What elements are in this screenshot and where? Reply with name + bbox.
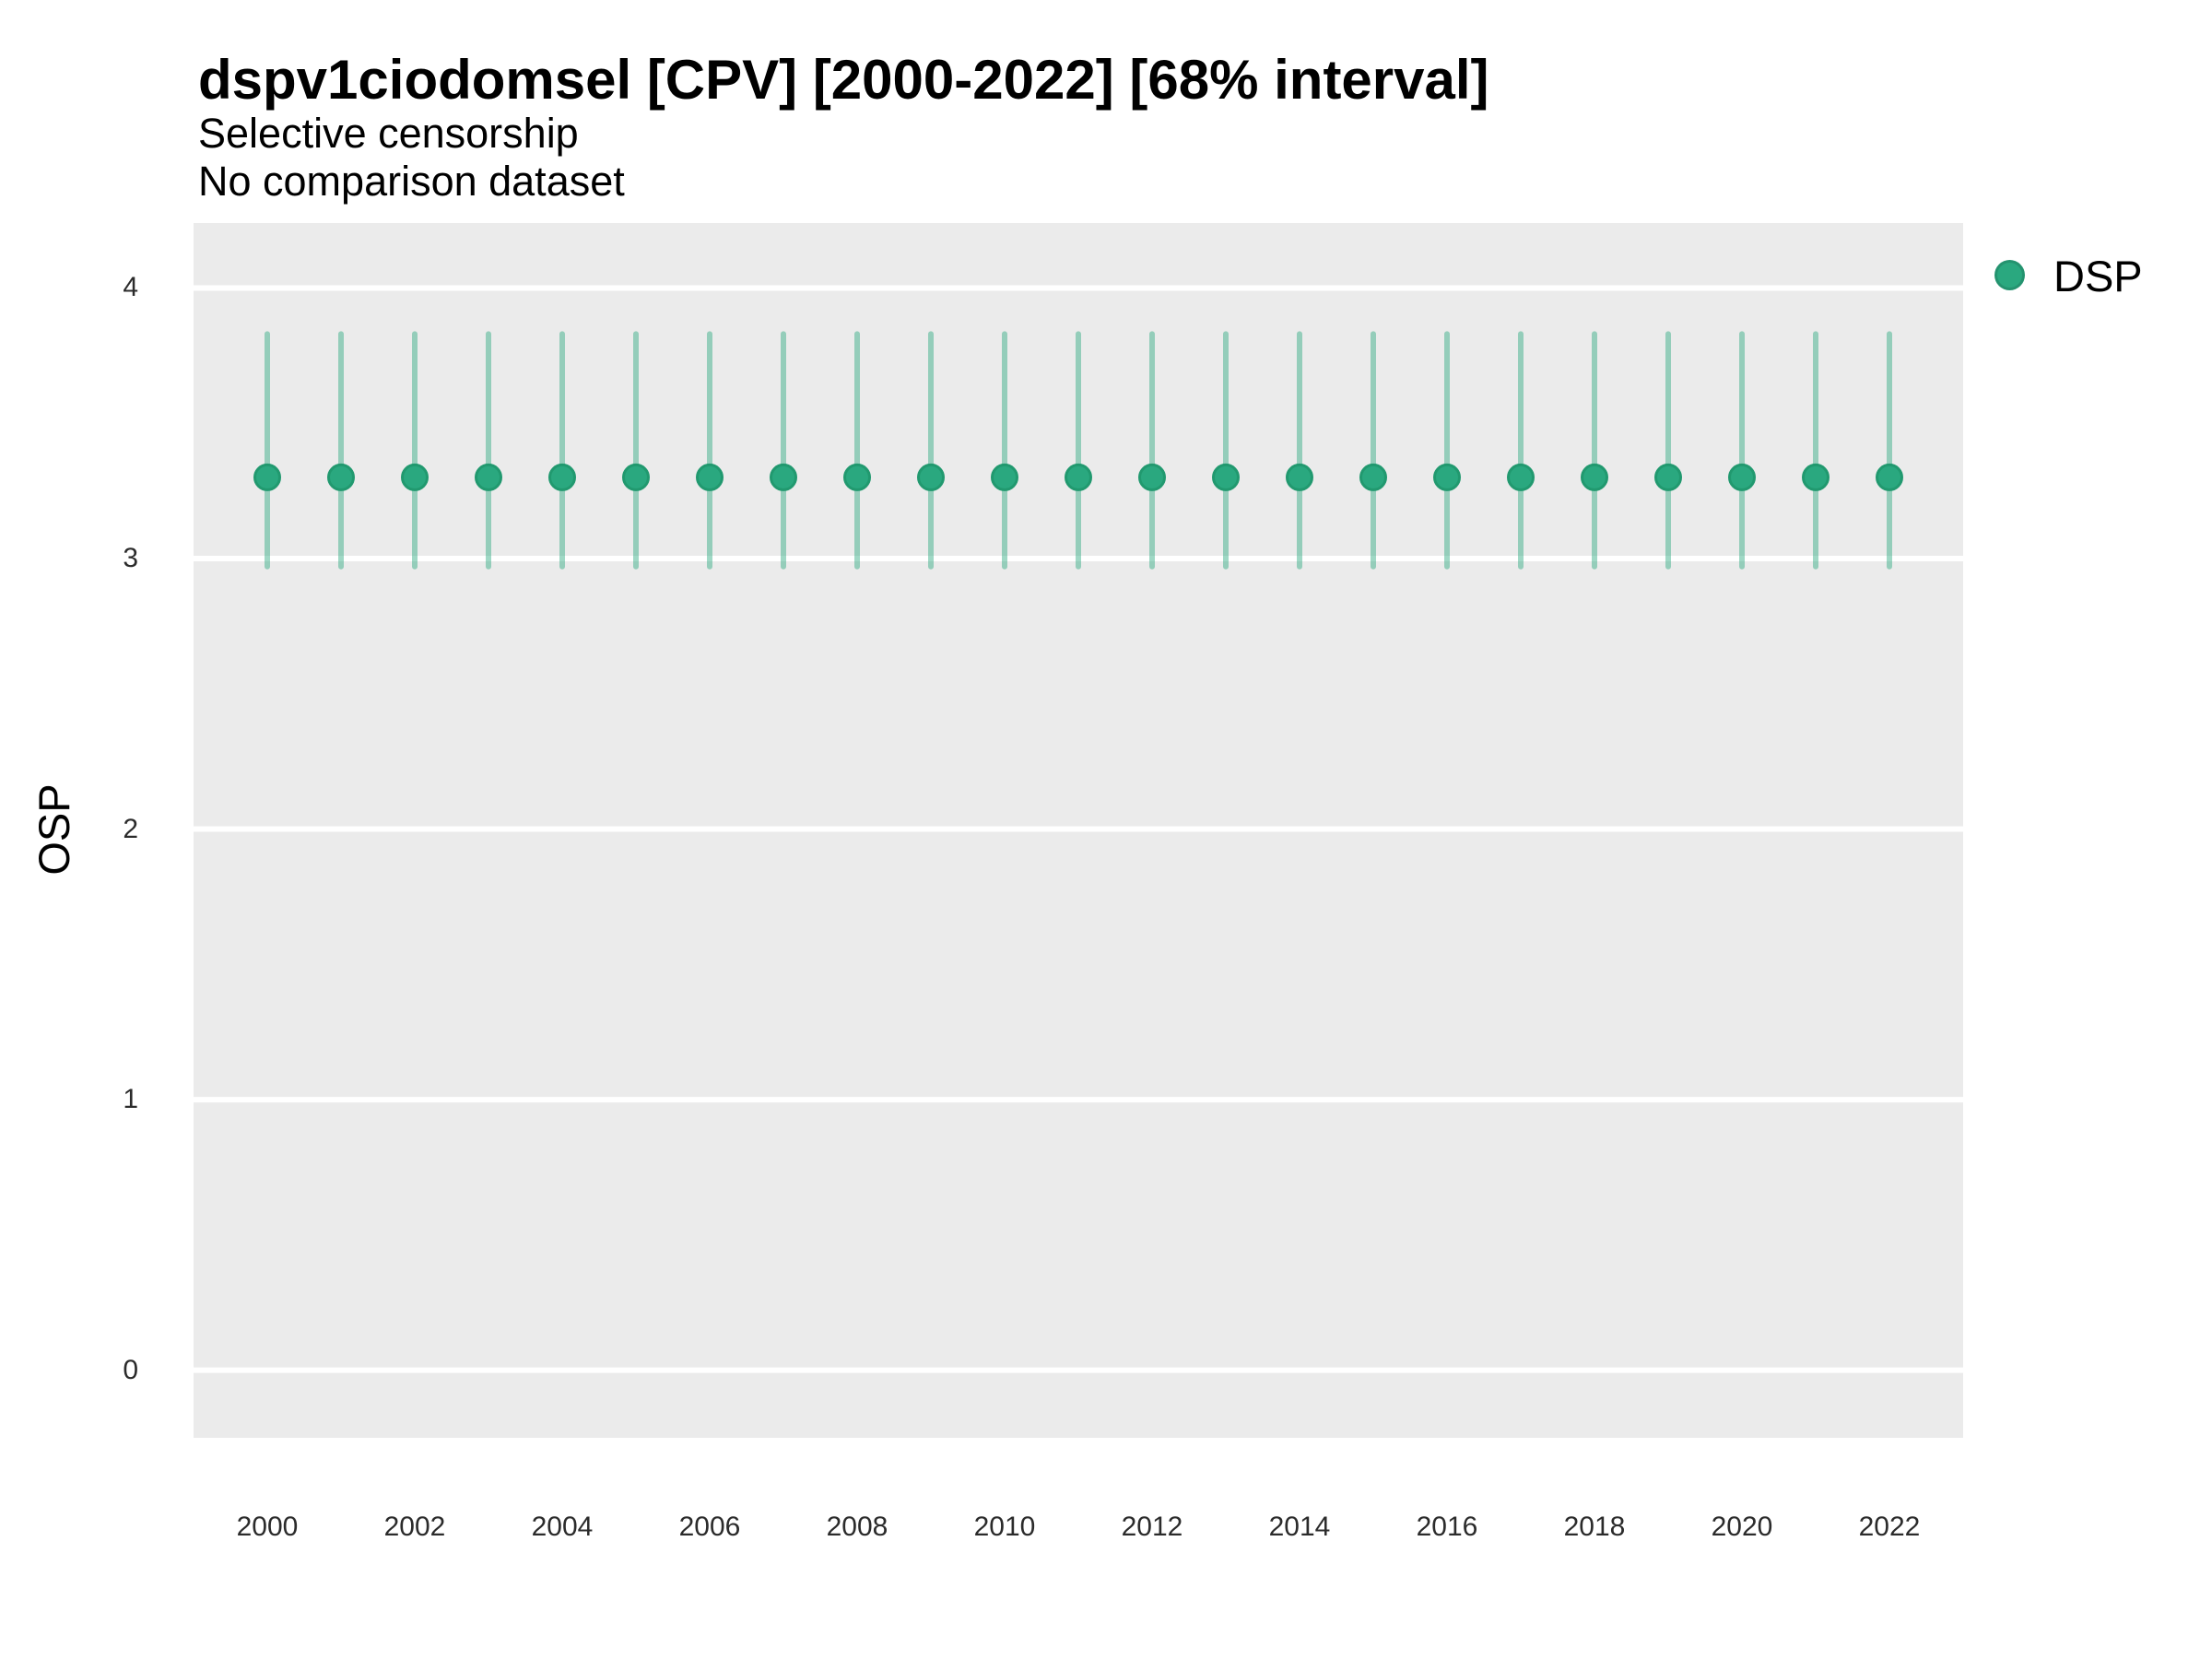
point-DSP-2022	[1876, 463, 1903, 491]
chart-subtitle-2: No comparison dataset	[198, 158, 625, 205]
point-DSP-2021	[1802, 463, 1830, 491]
x-tick-label-2020: 2020	[1711, 1512, 1773, 1542]
point-DSP-2016	[1433, 463, 1461, 491]
point-DSP-2005	[622, 463, 650, 491]
point-DSP-2013	[1212, 463, 1240, 491]
x-tick-label-2006: 2006	[678, 1512, 741, 1542]
point-DSP-2017	[1507, 463, 1535, 491]
x-tick-label-2012: 2012	[1121, 1512, 1183, 1542]
x-tick-label-2014: 2014	[1268, 1512, 1331, 1542]
point-DSP-2019	[1654, 463, 1682, 491]
point-DSP-2011	[1065, 463, 1092, 491]
x-tick-label-2004: 2004	[531, 1512, 594, 1542]
chart-title: dspv1ciodomsel [CPV] [2000-2022] [68% in…	[198, 49, 1489, 111]
y-tick-label-2: 2	[123, 813, 138, 844]
legend: DSP	[1994, 254, 2212, 300]
legend-point-icon	[1994, 260, 2025, 290]
point-DSP-2001	[327, 463, 355, 491]
x-tick-label-2010: 2010	[973, 1512, 1036, 1542]
point-DSP-2014	[1286, 463, 1313, 491]
x-tick-label-2002: 2002	[383, 1512, 446, 1542]
point-DSP-2002	[401, 463, 429, 491]
point-DSP-2007	[770, 463, 797, 491]
y-tick-label-0: 0	[123, 1354, 138, 1385]
x-tick-label-2016: 2016	[1416, 1512, 1478, 1542]
point-DSP-2000	[253, 463, 281, 491]
legend-label-dsp: DSP	[2053, 252, 2143, 300]
chart-canvas	[194, 285, 1963, 1373]
x-tick-label-2008: 2008	[826, 1512, 888, 1542]
x-tick-label-2022: 2022	[1858, 1512, 1921, 1542]
point-DSP-2008	[843, 463, 871, 491]
plot-panel	[194, 223, 1963, 1438]
point-DSP-2009	[917, 463, 945, 491]
y-tick-label-3: 3	[123, 542, 138, 573]
point-DSP-2015	[1359, 463, 1387, 491]
y-tick-label-1: 1	[123, 1084, 138, 1115]
point-DSP-2004	[548, 463, 576, 491]
point-DSP-2020	[1728, 463, 1756, 491]
point-DSP-2010	[991, 463, 1018, 491]
chart-subtitle: Selective censorship	[198, 110, 579, 157]
y-tick-label-4: 4	[123, 272, 138, 303]
x-tick-label-2018: 2018	[1563, 1512, 1626, 1542]
point-DSP-2018	[1581, 463, 1608, 491]
point-DSP-2012	[1138, 463, 1166, 491]
point-DSP-2006	[696, 463, 724, 491]
x-tick-label-2000: 2000	[236, 1512, 299, 1542]
point-DSP-2003	[475, 463, 502, 491]
